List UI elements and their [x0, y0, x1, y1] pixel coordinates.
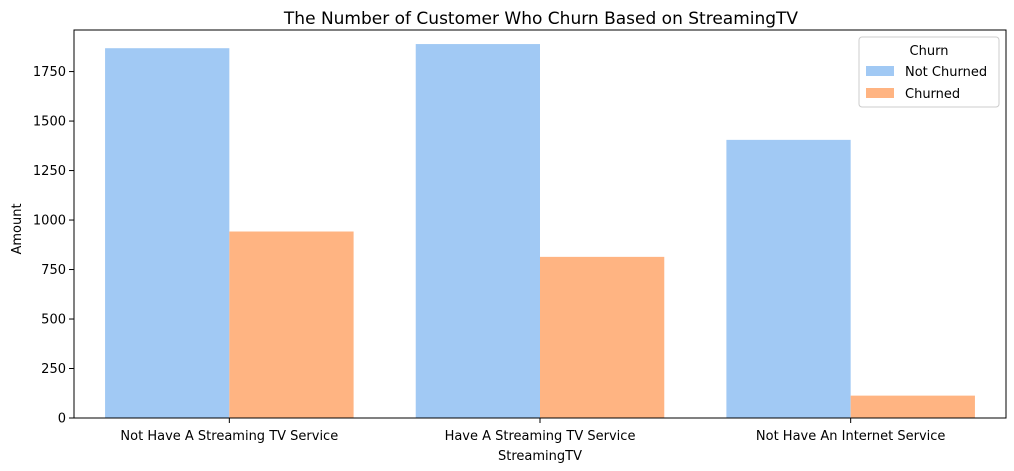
bar-not-churned-1 [415, 44, 540, 419]
y-tick-label: 250 [41, 362, 66, 377]
y-tick-label: 750 [41, 263, 66, 278]
bar-not-churned-2 [726, 139, 851, 418]
bar-churned-1 [540, 256, 665, 418]
x-axis: Not Have A Streaming TV Service Have A St… [120, 418, 945, 444]
chart-title: The Number of Customer Who Churn Based o… [283, 9, 799, 29]
bar-churned-0 [229, 231, 354, 418]
bars-layer [105, 44, 975, 419]
x-tick-label: Not Have A Streaming TV Service [120, 429, 338, 444]
legend: Churn Not Churned Churned [858, 36, 1000, 108]
bar-churned-2 [850, 395, 975, 418]
legend-title: Churn [910, 44, 949, 59]
x-tick-label: Have A Streaming TV Service [445, 429, 636, 444]
legend-label-not-churned: Not Churned [905, 65, 987, 80]
x-tick-label: Not Have An Internet Service [756, 429, 946, 444]
legend-swatch-not-churned [866, 66, 894, 76]
legend-swatch-churned [866, 88, 894, 98]
x-axis-label: StreamingTV [498, 449, 582, 464]
bar-not-churned-0 [105, 48, 230, 419]
y-tick-label: 1250 [33, 164, 66, 179]
y-tick-label: 1750 [33, 65, 66, 80]
y-tick-label: 0 [58, 412, 66, 427]
y-axis: 0 250 500 750 1000 1250 1500 1750 [33, 65, 74, 427]
y-tick-label: 1500 [33, 115, 66, 130]
y-tick-label: 1000 [33, 214, 66, 229]
y-tick-label: 500 [41, 313, 66, 328]
plot-frame [73, 29, 1007, 419]
legend-label-churned: Churned [905, 87, 960, 102]
y-axis-label: Amount [10, 203, 25, 254]
